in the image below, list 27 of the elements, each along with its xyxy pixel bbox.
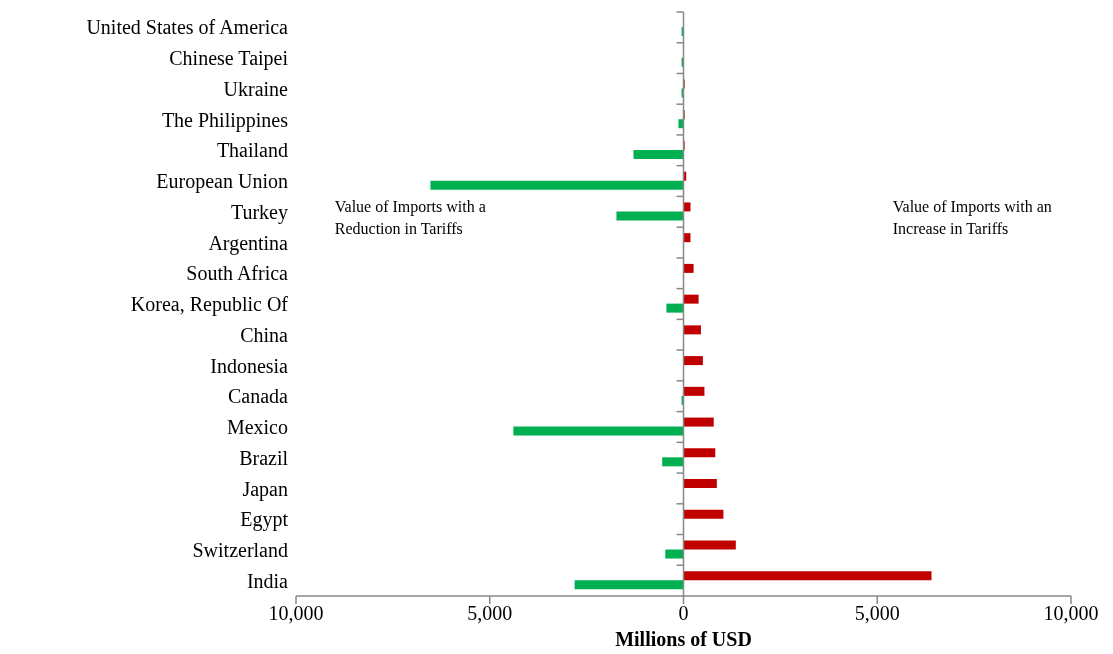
y-tick-label: India	[246, 569, 289, 592]
y-tick-label: European Union	[156, 170, 288, 194]
y-tick-label: Canada	[228, 385, 289, 408]
x-tick-label: 0	[678, 602, 689, 625]
y-tick-label: United States of America	[86, 16, 289, 39]
y-tick-label: Turkey	[230, 200, 288, 224]
y-tick-label: Chinese Taipei	[169, 47, 289, 71]
annotation: Value of Imports with a Reduction in Tariffs	[334, 198, 486, 237]
y-tick-label: Ukraine	[223, 77, 289, 100]
y-tick-label: The Philippines	[161, 108, 289, 132]
x-tick-label: 10,000	[1043, 602, 1099, 625]
x-tick-label: 5,000	[467, 602, 513, 625]
y-tick-label: China	[240, 323, 289, 346]
y-tick-label: Brazil	[239, 446, 289, 469]
x-axis-title: Millions of USD	[615, 628, 752, 650]
y-tick-label: Mexico	[226, 416, 288, 439]
y-tick-label: Switzerland	[192, 538, 288, 561]
y-tick-label: Egypt	[240, 508, 289, 532]
x-tick-label: 10,000	[268, 602, 324, 625]
y-tick-label: South Africa	[186, 262, 289, 285]
y-tick-label: Argentina	[208, 231, 289, 255]
x-tick-label: 5,000	[854, 602, 900, 625]
y-tick-label: Korea, Republic Of	[130, 293, 289, 317]
y-tick-label: Japan	[242, 477, 288, 501]
annotation: Value of Imports with an Increase in Tariffs	[892, 198, 1052, 237]
y-tick-label: Thailand	[216, 139, 288, 162]
y-tick-label: Indonesia	[210, 354, 289, 377]
